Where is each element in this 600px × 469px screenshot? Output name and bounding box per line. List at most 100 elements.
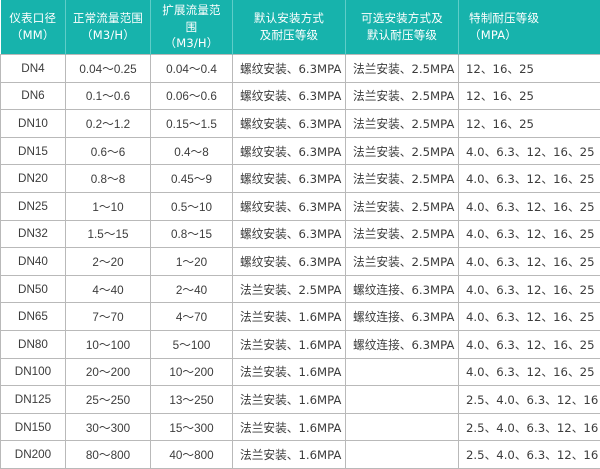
cell-special-pressure: 4.0、6.3、12、16、25 [459,330,600,358]
cell-normal-flow: 0.04～0.25 [66,55,151,83]
cell-diameter: DN10 [1,110,66,138]
cell-extended-flow: 0.15～1.5 [151,110,233,138]
cell-optional-install: 法兰安装、2.5MPA [346,137,459,165]
column-header-default-install-line2: 及耐压等级 [239,27,339,44]
column-header-optional-install-line2: 默认耐压等级 [352,27,452,44]
cell-diameter: DN100 [1,358,66,386]
column-header-special-pressure-line1: 特制耐压等级 [469,10,595,27]
cell-diameter: DN150 [1,413,66,441]
cell-optional-install: 法兰安装、2.5MPA [346,55,459,83]
cell-diameter: DN80 [1,330,66,358]
column-header-diameter-line1: 仪表口径 [7,10,60,27]
column-header-optional-install-line1: 可选安装方式及 [352,10,452,27]
table-header: 仪表口径 （MM） 正常流量范围 （M3/H） 扩展流量范围 （M3/H） 默认… [1,0,600,55]
cell-extended-flow: 0.04～0.4 [151,55,233,83]
cell-optional-install [346,358,459,386]
cell-special-pressure: 4.0、6.3、12、16、25 [459,137,600,165]
cell-special-pressure: 4.0、6.3、12、16、25 [459,303,600,331]
cell-optional-install [346,386,459,414]
cell-default-install: 法兰安装、1.6MPA [233,413,346,441]
column-header-diameter-line2: （MM） [7,27,60,44]
cell-default-install: 螺纹安装、6.3MPA [233,137,346,165]
cell-optional-install [346,413,459,441]
cell-normal-flow: 30～300 [66,413,151,441]
cell-default-install: 法兰安装、1.6MPA [233,303,346,331]
cell-default-install: 法兰安装、1.6MPA [233,386,346,414]
cell-normal-flow: 0.2～1.2 [66,110,151,138]
cell-default-install: 法兰安装、1.6MPA [233,330,346,358]
cell-extended-flow: 40～800 [151,441,233,469]
cell-diameter: DN65 [1,303,66,331]
cell-default-install: 螺纹安装、6.3MPA [233,248,346,276]
cell-diameter: DN4 [1,55,66,83]
cell-special-pressure: 12、16、25 [459,82,600,110]
cell-optional-install: 螺纹连接、6.3MPA [346,275,459,303]
cell-diameter: DN25 [1,192,66,220]
cell-diameter: DN20 [1,165,66,193]
cell-extended-flow: 0.4～8 [151,137,233,165]
cell-default-install: 法兰安装、1.6MPA [233,358,346,386]
column-header-optional-install: 可选安装方式及 默认耐压等级 [346,0,459,55]
column-header-normal-flow: 正常流量范围 （M3/H） [66,0,151,55]
cell-optional-install: 法兰安装、2.5MPA [346,110,459,138]
cell-normal-flow: 80～800 [66,441,151,469]
column-header-special-pressure: 特制耐压等级 （MPA） [459,0,600,55]
cell-diameter: DN50 [1,275,66,303]
cell-special-pressure: 4.0、6.3、12、16、25 [459,220,600,248]
cell-default-install: 螺纹安装、6.3MPA [233,55,346,83]
column-header-special-pressure-line2: （MPA） [469,27,595,44]
cell-diameter: DN125 [1,386,66,414]
column-header-extended-flow-line1: 扩展流量范围 [157,2,226,35]
cell-normal-flow: 2～20 [66,248,151,276]
cell-special-pressure: 12、16、25 [459,110,600,138]
column-header-extended-flow: 扩展流量范围 （M3/H） [151,0,233,55]
cell-extended-flow: 1～20 [151,248,233,276]
cell-extended-flow: 0.8～15 [151,220,233,248]
cell-optional-install: 法兰安装、2.5MPA [346,192,459,220]
cell-default-install: 螺纹安装、6.3MPA [233,192,346,220]
column-header-diameter: 仪表口径 （MM） [1,0,66,55]
cell-diameter: DN40 [1,248,66,276]
column-header-default-install: 默认安装方式 及耐压等级 [233,0,346,55]
cell-special-pressure: 4.0、6.3、12、16、25 [459,165,600,193]
cell-extended-flow: 0.45～9 [151,165,233,193]
column-header-normal-flow-line2: （M3/H） [72,27,144,44]
cell-default-install: 螺纹安装、6.3MPA [233,220,346,248]
cell-extended-flow: 4～70 [151,303,233,331]
cell-normal-flow: 1～10 [66,192,151,220]
cell-extended-flow: 0.5～10 [151,192,233,220]
cell-diameter: DN15 [1,137,66,165]
cell-special-pressure: 4.0、6.3、12、16、25 [459,192,600,220]
cell-normal-flow: 0.6～6 [66,137,151,165]
cell-normal-flow: 20～200 [66,358,151,386]
cell-extended-flow: 2～40 [151,275,233,303]
cell-optional-install: 法兰安装、2.5MPA [346,248,459,276]
cell-extended-flow: 0.06～0.6 [151,82,233,110]
cell-normal-flow: 0.8～8 [66,165,151,193]
cell-normal-flow: 7～70 [66,303,151,331]
cell-special-pressure: 2.5、4.0、6.3、12、16 [459,413,600,441]
cell-extended-flow: 15～300 [151,413,233,441]
cell-optional-install: 法兰安装、2.5MPA [346,165,459,193]
cell-diameter: DN6 [1,82,66,110]
column-header-normal-flow-line1: 正常流量范围 [72,10,144,27]
cell-normal-flow: 25～250 [66,386,151,414]
cell-default-install: 螺纹安装、6.3MPA [233,165,346,193]
cell-special-pressure: 2.5、4.0、6.3、12、16 [459,441,600,469]
cell-diameter: DN32 [1,220,66,248]
